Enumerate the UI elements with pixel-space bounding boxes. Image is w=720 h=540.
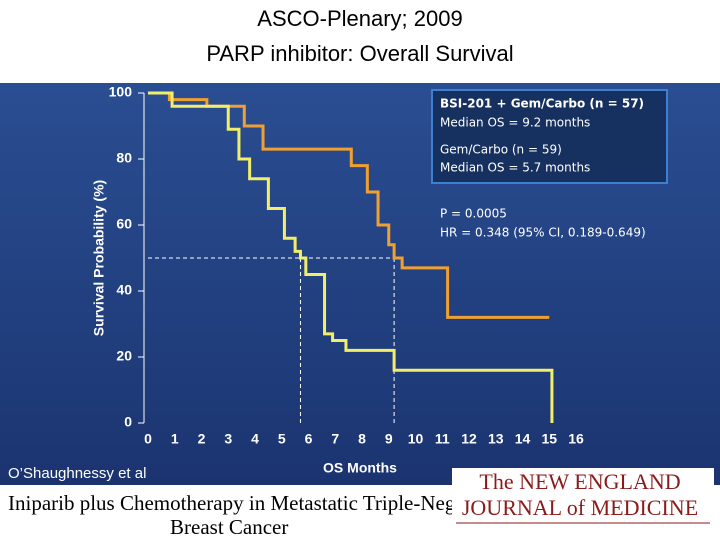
article-title: Iniparib plus Chemotherapy in Metastatic… [8,491,496,515]
legend-box [431,89,668,184]
x-tick-label: 5 [278,431,286,447]
x-tick-label: 11 [435,431,450,447]
x-tick-label: 13 [488,431,504,447]
journal-name: JOURNAL of MEDICINE [462,495,698,520]
x-tick-label: 3 [224,431,232,447]
subtitle: PARP inhibitor: Overall Survival [206,41,513,66]
x-tick-label: 6 [305,431,313,447]
citation: O’Shaughnessy et al [8,465,146,482]
journal-name: The NEW ENGLAND [479,469,680,494]
x-tick-label: 9 [385,431,393,447]
article-title: Breast Cancer [170,515,288,539]
x-tick-label: 15 [541,431,557,447]
x-tick-label: 0 [144,431,152,447]
median-note: Median OS = 5.7 months [440,161,590,175]
x-tick-label: 8 [358,431,366,447]
hazard-ratio: HR = 0.348 (95% CI, 0.189-0.649) [440,226,646,240]
y-tick-label: 20 [116,348,132,364]
x-tick-label: 2 [198,431,206,447]
y-tick-label: 80 [116,150,132,166]
p-value: P = 0.0005 [440,207,507,221]
x-axis-label: OS Months [323,460,397,476]
x-tick-label: 10 [408,431,424,447]
x-tick-label: 14 [515,431,531,447]
y-tick-label: 40 [116,282,132,298]
y-tick-label: 0 [124,414,132,430]
y-tick-label: 100 [109,84,133,100]
journal-logo [452,468,714,528]
survival-curve [148,91,554,423]
legend-entry: Gem/Carbo (n = 59) [440,143,562,157]
legend-entry: BSI-201 + Gem/Carbo (n = 57) [440,97,644,111]
median-note: Median OS = 9.2 months [440,116,590,130]
x-tick-label: 12 [461,431,477,447]
y-tick-label: 60 [116,216,132,232]
x-tick-label: 16 [568,431,584,447]
x-tick-label: 1 [171,431,179,447]
x-tick-label: 7 [331,431,339,447]
x-tick-label: 4 [251,431,259,447]
y-axis-label: Survival Probability (%) [91,180,107,336]
title: ASCO-Plenary; 2009 [257,6,462,31]
